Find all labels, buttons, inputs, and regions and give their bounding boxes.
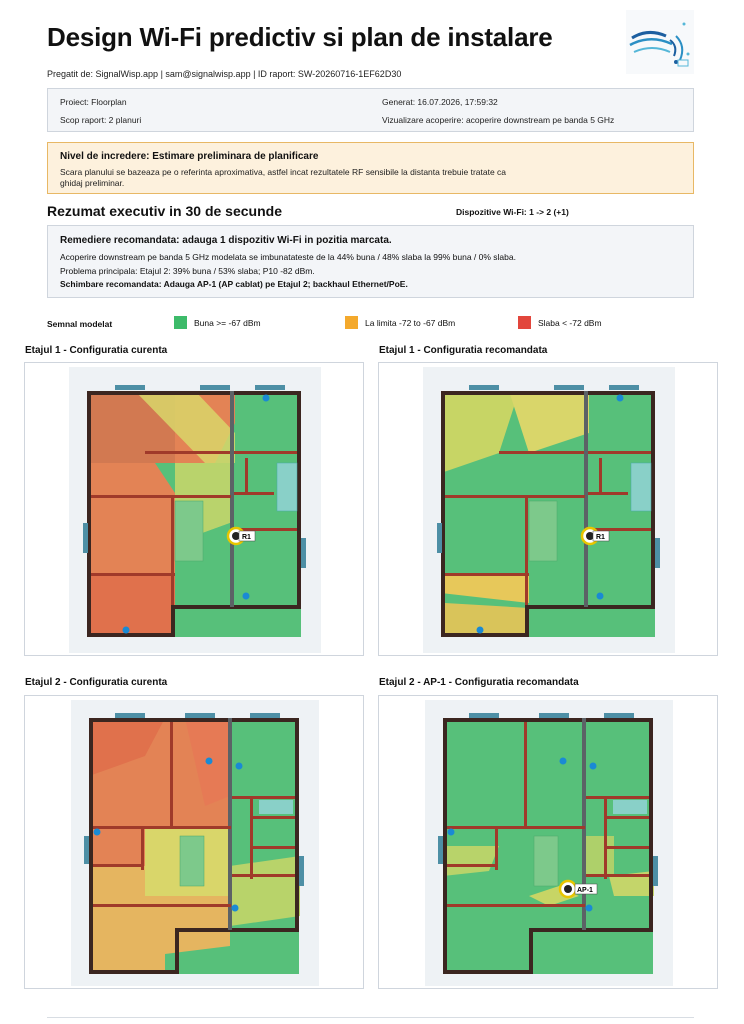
confidence-text: Scara planului se bazeaza pe o referinta…	[60, 167, 507, 188]
project-label: Proiect: Floorplan	[60, 97, 127, 107]
ap-label-r1: R1	[242, 534, 251, 541]
coverage-view-label: Vizualizare acoperire: acoperire downstr…	[382, 115, 615, 125]
executive-summary-title: Rezumat executiv in 30 de secunde	[47, 203, 282, 219]
legend-item-mid: La limita -72 to -67 dBm	[345, 316, 455, 329]
confidence-callout: Nivel de incredere: Estimare preliminara…	[47, 142, 694, 194]
panel-title-floor1-current: Etajul 1 - Configuratia curenta	[25, 345, 168, 356]
recommendation-box: Remediere recomandata: adauga 1 dispozit…	[47, 225, 694, 298]
legend-item-good: Buna >= -67 dBm	[174, 316, 261, 329]
prepared-by-line: Pregatit de: SignalWisp.app | sam@signal…	[47, 69, 402, 79]
legend-swatch-poor	[518, 316, 531, 329]
wifi-devices-count: Dispozitive Wi-Fi: 1 -> 2 (+1)	[456, 207, 569, 217]
legend-label-mid: La limita -72 to -67 dBm	[365, 317, 456, 328]
floorplan-floor2-current	[24, 695, 364, 989]
ap-label-ap1: AP-1	[577, 887, 593, 894]
legend-label-poor: Slaba < -72 dBm	[538, 317, 602, 328]
coverage-line: Acoperire downstream pe banda 5 GHz mode…	[60, 252, 516, 262]
panel-title-floor2-current: Etajul 2 - Configuratia curenta	[25, 677, 168, 688]
confidence-heading: Nivel de incredere: Estimare preliminara…	[60, 151, 319, 162]
footer-divider	[47, 1017, 694, 1018]
report-info-box: Proiect: Floorplan Generat: 16.07.2026, …	[47, 88, 694, 132]
legend-swatch-mid	[345, 316, 358, 329]
legend-label-good: Buna >= -67 dBm	[194, 317, 261, 328]
signalwisp-logo	[626, 10, 694, 74]
scope-label: Scop raport: 2 planuri	[60, 115, 142, 125]
ap-label-r1-recommended: R1	[596, 534, 605, 541]
report-title: Design Wi-Fi predictiv si plan de instal…	[47, 22, 553, 52]
generated-label: Generat: 16.07.2026, 17:59:32	[382, 97, 498, 107]
floorplan-floor2-recommended: AP-1	[378, 695, 718, 989]
remedy-line: Remediere recomandata: adauga 1 dispozit…	[60, 235, 392, 246]
panel-title-floor2-recommended: Etajul 2 - AP-1 - Configuratia recomanda…	[379, 677, 579, 688]
floorplan-floor1-current: R1	[24, 362, 364, 656]
floorplan-floor1-recommended: R1	[378, 362, 718, 656]
legend-swatch-good	[174, 316, 187, 329]
change-line: Schimbare recomandata: Adauga AP-1 (AP c…	[60, 279, 408, 289]
panel-title-floor1-recommended: Etajul 1 - Configuratia recomandata	[379, 345, 548, 356]
legend-item-poor: Slaba < -72 dBm	[518, 316, 602, 329]
legend-title: Semnal modelat	[47, 319, 113, 329]
problem-line: Problema principala: Etajul 2: 39% buna …	[60, 266, 315, 276]
